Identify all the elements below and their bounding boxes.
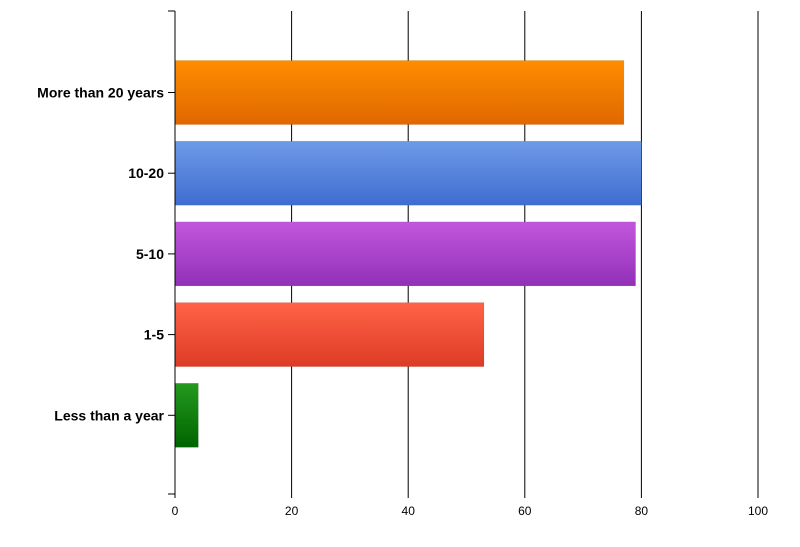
x-tick-label: 40 bbox=[402, 504, 416, 518]
x-tick-label: 0 bbox=[172, 504, 179, 518]
bar-0 bbox=[174, 60, 625, 125]
category-label: 5-10 bbox=[136, 246, 164, 262]
category-label: 10-20 bbox=[128, 165, 164, 181]
x-tick-label: 80 bbox=[635, 504, 649, 518]
x-tick-label: 20 bbox=[285, 504, 299, 518]
category-label: More than 20 years bbox=[37, 85, 164, 101]
labels: 0 20 40 60 80 100 More than 20 years 10-20 5-10 1… bbox=[37, 85, 768, 519]
bar-2 bbox=[174, 221, 636, 287]
category-label: Less than a year bbox=[54, 407, 164, 423]
category-label: 1-5 bbox=[144, 327, 164, 343]
bar-4 bbox=[174, 383, 199, 448]
axes bbox=[168, 10, 759, 498]
bar-1 bbox=[174, 140, 642, 206]
x-tick-label: 60 bbox=[518, 504, 532, 518]
bar-3 bbox=[174, 302, 485, 367]
x-tick-label: 100 bbox=[748, 504, 768, 518]
